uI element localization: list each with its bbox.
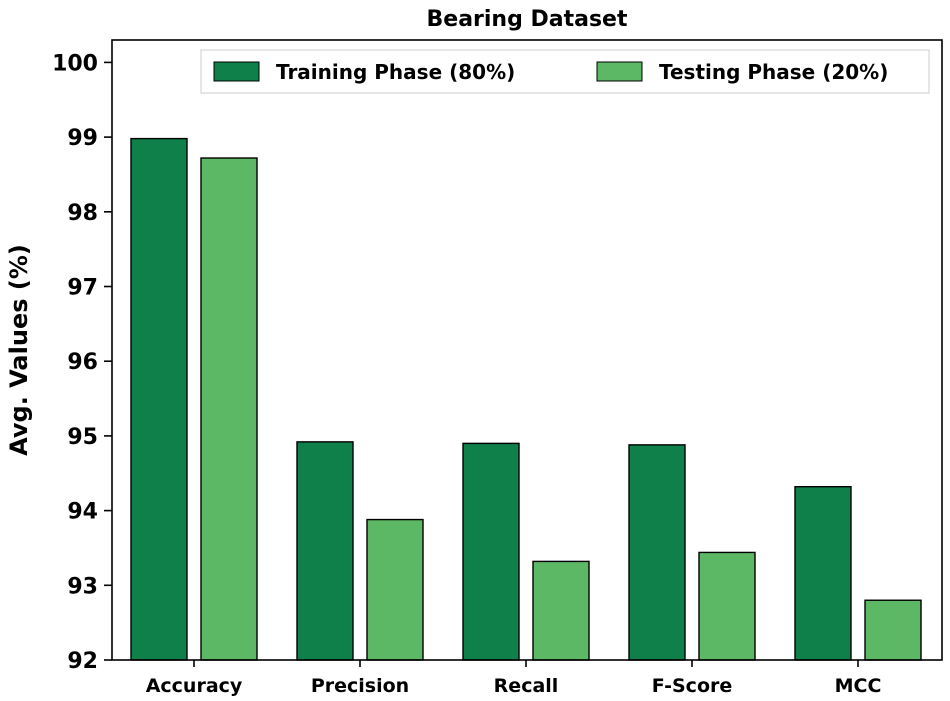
- bar-training-mcc: [794, 485, 852, 661]
- y-tick-label: 92: [67, 649, 98, 674]
- y-tick-label: 95: [67, 425, 98, 450]
- plot-frame: [111, 39, 943, 661]
- legend: Training Phase (80%) Testing Phase (20%): [200, 49, 930, 94]
- x-tick-label: Recall: [494, 675, 559, 697]
- bar-training-precision: [296, 441, 354, 661]
- x-tick-label: Accuracy: [146, 675, 243, 697]
- y-tick-label: 99: [67, 126, 98, 151]
- legend-label-testing: Testing Phase (20%): [659, 60, 888, 84]
- chart-title: Bearing Dataset: [427, 7, 628, 32]
- bar-testing-accuracy: [200, 157, 258, 661]
- legend-box: [200, 49, 930, 94]
- bar-testing-mcc: [864, 599, 922, 661]
- bar-testing-recall: [532, 560, 590, 661]
- y-tick-label: 94: [67, 500, 98, 525]
- y-tick-label: 97: [67, 276, 98, 301]
- bar-training-f-score: [628, 444, 686, 661]
- y-axis-label: Avg. Values (%): [5, 244, 33, 456]
- x-tick-label: MCC: [835, 675, 882, 697]
- y-tick-label: 96: [67, 350, 98, 375]
- bar-testing-f-score: [698, 551, 756, 661]
- legend-swatch-testing: [596, 61, 643, 82]
- bar-training-accuracy: [130, 137, 188, 661]
- x-tick-label: Precision: [311, 675, 409, 697]
- y-axis-ticks: 92 93 94 95 96 97 98 99 100: [52, 51, 112, 674]
- bars: [130, 137, 922, 661]
- x-tick-label: F-Score: [652, 675, 733, 697]
- legend-label-training: Training Phase (80%): [276, 60, 515, 84]
- y-tick-label: 98: [67, 201, 98, 226]
- bar-testing-precision: [366, 518, 424, 661]
- y-tick-label: 100: [52, 51, 98, 76]
- y-tick-label: 93: [67, 574, 98, 599]
- legend-swatch-training: [213, 61, 260, 82]
- bar-training-recall: [462, 442, 520, 661]
- x-axis-ticks: Accuracy Precision Recall F-Score MCC: [146, 660, 882, 697]
